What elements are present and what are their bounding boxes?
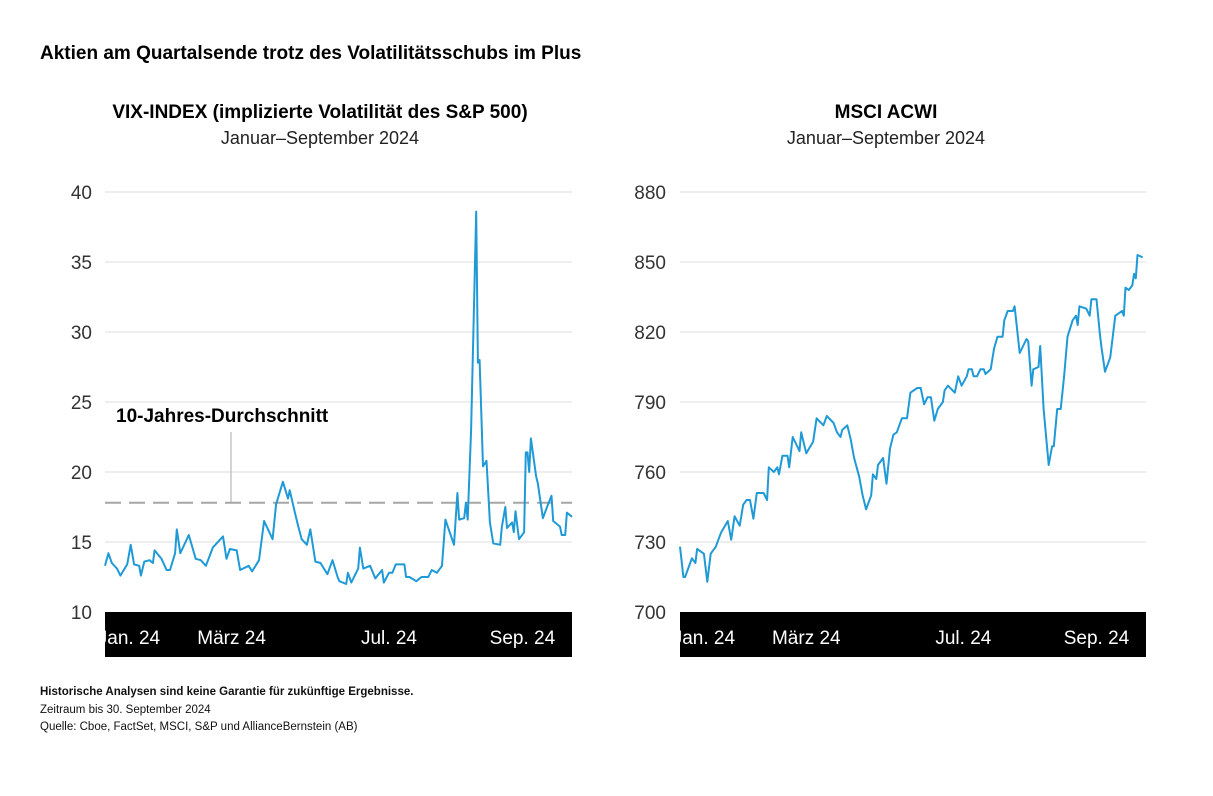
vix-chart-subtitle: Januar–September 2024 xyxy=(220,128,420,148)
footnote-disclaimer: Historische Analysen sind keine Garantie… xyxy=(40,686,414,698)
y-tick-label: 25 xyxy=(71,393,92,414)
x-tick-label: Jul. 24 xyxy=(361,628,417,649)
x-tick-label: Jan. 24 xyxy=(98,628,161,649)
y-tick-label: 700 xyxy=(634,603,666,624)
acwi-chart-subtitle: Januar–September 2024 xyxy=(786,128,986,148)
y-tick-label: 35 xyxy=(71,253,92,274)
y-tick-label: 15 xyxy=(71,533,92,554)
y-tick-label: 730 xyxy=(634,533,666,554)
y-tick-label: 820 xyxy=(634,323,666,344)
vix-series-line xyxy=(104,210,573,585)
y-tick-label: 880 xyxy=(634,183,666,204)
x-tick-label: Jan. 24 xyxy=(673,628,736,649)
acwi-series-line xyxy=(679,254,1144,583)
x-axis-band xyxy=(680,612,1146,657)
y-tick-label: 40 xyxy=(71,183,92,204)
y-tick-label: 760 xyxy=(634,463,666,484)
y-tick-label: 20 xyxy=(71,463,92,484)
x-tick-label: März 24 xyxy=(197,628,266,649)
x-tick-label: Jul. 24 xyxy=(935,628,991,649)
x-tick-label: März 24 xyxy=(772,628,841,649)
average-line-label: 10-Jahres-Durchschnitt xyxy=(116,406,329,427)
y-tick-label: 30 xyxy=(71,323,92,344)
x-tick-label: Sep. 24 xyxy=(490,628,556,649)
figure-title: Aktien am Quartalsende trotz des Volatil… xyxy=(40,43,582,64)
x-tick-label: Sep. 24 xyxy=(1064,628,1130,649)
y-tick-label: 850 xyxy=(634,253,666,274)
footnote-period: Zeitraum bis 30. September 2024 xyxy=(40,704,211,716)
y-tick-label: 10 xyxy=(71,603,92,624)
acwi-chart-title: MSCI ACWI xyxy=(834,102,938,123)
x-axis-band xyxy=(105,612,572,657)
y-tick-label: 790 xyxy=(634,393,666,414)
footnote-source: Quelle: Cboe, FactSet, MSCI, S&P und All… xyxy=(40,721,358,733)
vix-chart-title: VIX-INDEX (implizierte Volatilität des S… xyxy=(112,102,528,123)
